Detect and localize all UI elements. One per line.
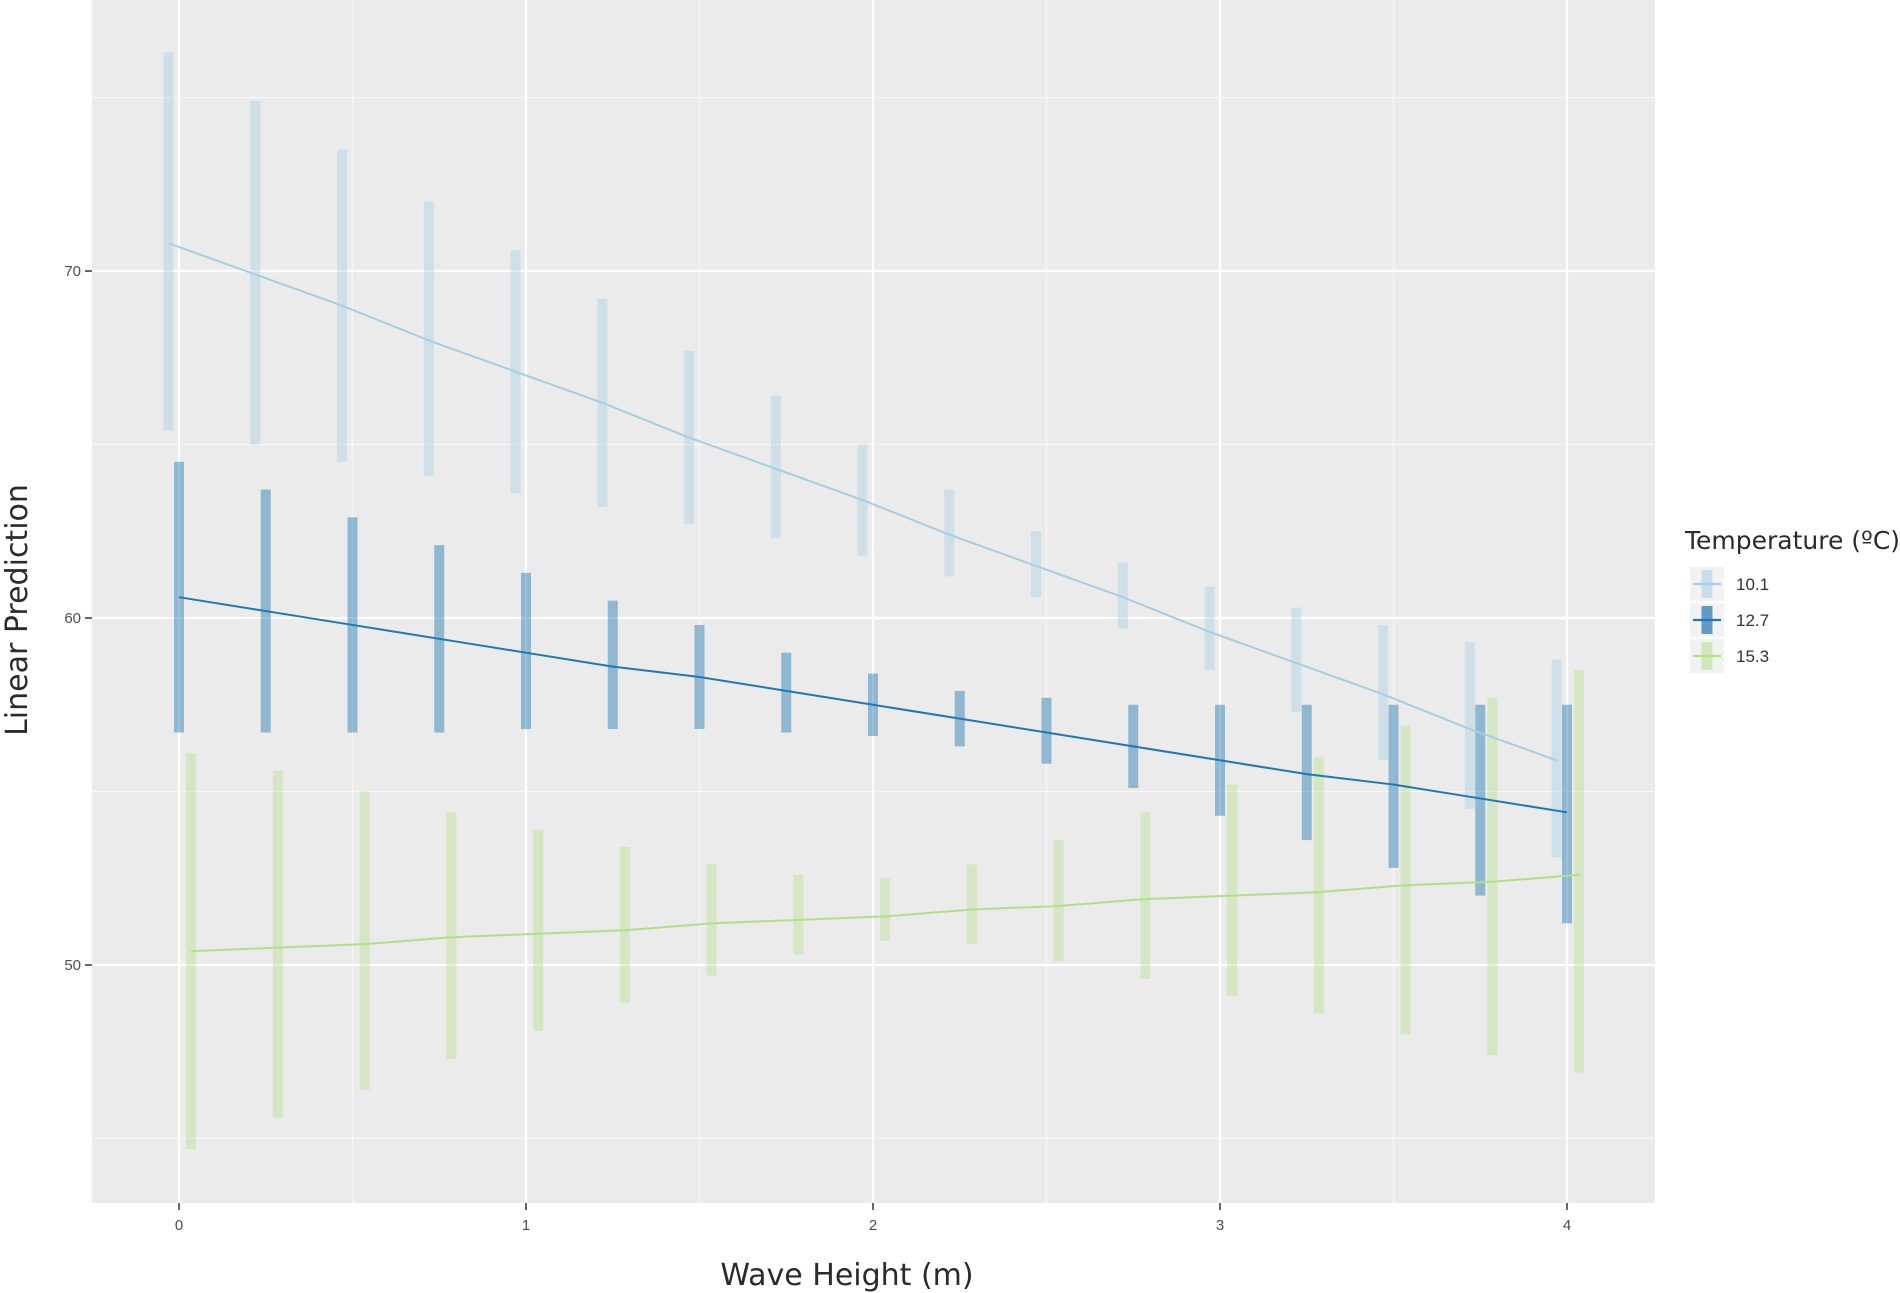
ci-bar-15.3 [880, 878, 891, 941]
ci-bar-15.3 [533, 829, 544, 1031]
ci-bar-15.3 [359, 791, 370, 1090]
ci-bar-15.3 [1053, 840, 1064, 962]
x-tick-label: 3 [1216, 1217, 1224, 1234]
ci-bar-12.7 [1562, 704, 1572, 924]
x-tick-label: 4 [1563, 1217, 1571, 1234]
ci-bar-12.7 [1475, 704, 1486, 896]
ci-bar-12.7 [521, 572, 531, 730]
ci-bar-15.3 [1227, 784, 1238, 997]
ci-bar-12.7 [1388, 704, 1399, 868]
ci-bar-10.1 [1378, 624, 1389, 761]
ci-bar-15.3 [793, 874, 804, 955]
ci-bar-10.1 [944, 489, 955, 577]
ci-bar-15.3 [619, 847, 630, 1004]
axes: 0 1 2 3 4 50 60 70 [64, 263, 1571, 1234]
x-tick-label: 2 [869, 1217, 877, 1234]
ci-bar-15.3 [1140, 812, 1151, 979]
ci-bar-15.3 [1574, 670, 1585, 1073]
ci-bar-12.7 [607, 600, 618, 730]
ci-bar-15.3 [446, 812, 457, 1059]
legend-key-15.3 [1690, 639, 1724, 673]
ci-bar-10.1 [770, 395, 781, 539]
ci-bar-10.1 [163, 52, 174, 431]
x-tick-label: 1 [522, 1217, 530, 1234]
legend-key-12.7 [1690, 603, 1724, 637]
legend-label-15.3: 15.3 [1736, 647, 1769, 666]
ci-bar-10.1 [1551, 659, 1562, 858]
ci-bar-12.7 [781, 652, 792, 733]
ci-bar-10.1 [1291, 607, 1302, 712]
ci-bar-10.1 [423, 201, 434, 476]
series-line-10.1 [168, 242, 1557, 762]
legend-label-12.7: 12.7 [1736, 611, 1769, 630]
ci-bar-15.3 [272, 770, 283, 1118]
ci-bar-15.3 [706, 864, 717, 976]
ci-bar-10.1 [1031, 531, 1042, 598]
x-tick-label: 0 [175, 1217, 183, 1234]
ci-bar-15.3 [966, 864, 977, 945]
legend: Temperature (ºC) 10.1 12.7 15.3 [1684, 526, 1900, 673]
y-tick-label: 70 [64, 263, 81, 280]
ci-bar-10.1 [1204, 586, 1215, 671]
major-gridlines [92, 0, 1655, 1203]
series-line-15.3 [191, 873, 1580, 953]
ci-bar-12.7 [1301, 704, 1312, 841]
ci-bar-10.1 [1117, 562, 1128, 629]
series-line-12.7 [178, 596, 1568, 814]
ci-bar-12.7 [1041, 697, 1052, 764]
series-lines [168, 242, 1580, 953]
y-tick-label: 50 [64, 957, 81, 974]
legend-label-10.1: 10.1 [1736, 575, 1769, 594]
legend-title: Temperature (ºC) [1684, 526, 1900, 555]
x-axis-title: Wave Height (m) [720, 1258, 973, 1293]
ci-bar-10.1 [1464, 642, 1475, 809]
legend-key-10.1 [1690, 567, 1724, 601]
ci-bar-10.1 [250, 100, 261, 445]
y-tick-label: 60 [64, 610, 81, 627]
ci-bar-15.3 [1313, 756, 1324, 1014]
ci-bar-15.3 [1400, 725, 1411, 1035]
ci-bar-15.3 [1487, 697, 1498, 1056]
y-axis-title: Linear Prediction [0, 484, 35, 736]
